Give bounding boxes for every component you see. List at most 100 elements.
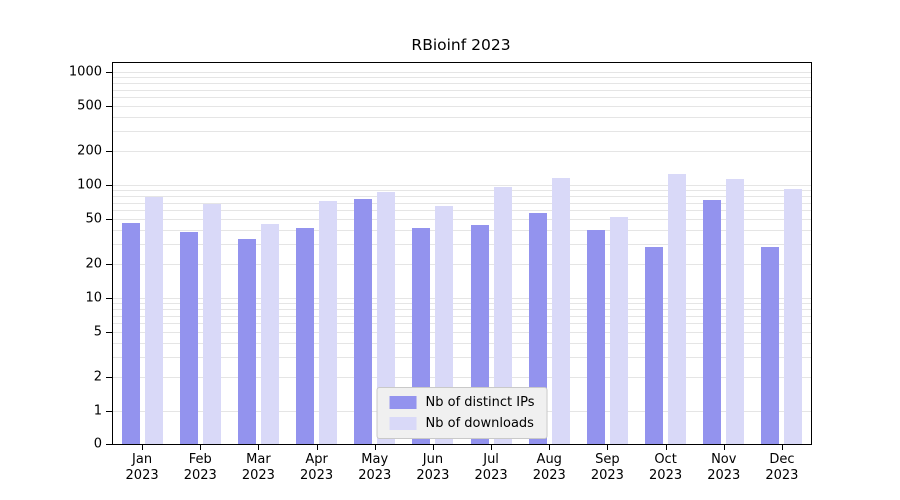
plot-area: Nb of distinct IPs Nb of downloads: [112, 62, 812, 445]
legend-swatch-distinct-ips: [389, 396, 417, 409]
gridline: [113, 323, 811, 325]
gridline: [113, 376, 811, 378]
y-tick-label: 500: [77, 98, 102, 114]
gridline: [113, 195, 811, 197]
x-tick-label: Apr 2023: [300, 452, 334, 483]
bar-downloads: [377, 191, 396, 444]
x-tick-mark: [316, 445, 318, 450]
x-tick-label: Oct 2023: [649, 452, 683, 483]
y-tick-mark: [106, 332, 112, 334]
y-tick-label: 2: [93, 369, 102, 385]
legend-item-distinct-ips: Nb of distinct IPs: [389, 395, 535, 410]
gridline: [113, 116, 811, 118]
x-tick-mark: [549, 445, 551, 450]
y-tick-mark: [106, 376, 112, 378]
gridline: [113, 131, 811, 133]
x-tick-label: Jul 2023: [474, 452, 508, 483]
gridline: [113, 150, 811, 152]
bar-downloads: [202, 203, 221, 444]
bar-distinct-ips: [528, 212, 547, 444]
y-tick-mark: [106, 263, 112, 265]
bar-downloads: [435, 206, 454, 444]
bar-downloads: [260, 224, 279, 444]
x-tick-mark: [781, 445, 783, 450]
gridline: [113, 77, 811, 79]
x-tick-label: Jan 2023: [125, 452, 159, 483]
chart-title: RBioinf 2023: [411, 36, 511, 54]
bar-downloads: [493, 187, 512, 444]
gridline: [113, 332, 811, 334]
x-tick-label: Dec 2023: [765, 452, 799, 483]
x-tick-label: Jun 2023: [416, 452, 450, 483]
gridline: [113, 342, 811, 344]
x-tick-mark: [491, 445, 493, 450]
bar-downloads: [319, 201, 338, 444]
gridline: [113, 190, 811, 192]
bar-downloads: [609, 217, 628, 444]
bar-distinct-ips: [586, 229, 605, 444]
gridline: [113, 298, 811, 299]
x-tick-mark: [258, 445, 260, 450]
x-tick-mark: [723, 445, 725, 450]
x-tick-mark: [665, 445, 667, 450]
x-tick-label: Nov 2023: [707, 452, 741, 483]
bar-layer: [113, 63, 811, 444]
legend-label-downloads: Nb of downloads: [425, 416, 534, 431]
bar-downloads: [144, 197, 163, 444]
gridline: [113, 72, 811, 73]
x-tick-mark: [374, 445, 376, 450]
gridline: [113, 308, 811, 310]
x-tick-label: Feb 2023: [183, 452, 217, 483]
y-tick-label: 50: [85, 211, 102, 227]
gridline: [113, 263, 811, 265]
gridline: [113, 303, 811, 305]
bar-distinct-ips: [354, 199, 373, 444]
y-tick-label: 5: [93, 324, 102, 340]
gridline: [113, 97, 811, 99]
bar-distinct-ips: [703, 199, 722, 444]
y-tick-mark: [106, 106, 112, 108]
y-tick-mark: [106, 72, 112, 73]
y-tick-label: 1000: [68, 64, 102, 80]
legend-item-downloads: Nb of downloads: [389, 416, 535, 431]
gridline: [113, 82, 811, 84]
x-tick-mark: [142, 445, 144, 450]
y-tick-label: 0: [93, 436, 102, 452]
x-tick-mark: [607, 445, 609, 450]
bar-distinct-ips: [761, 247, 780, 444]
x-tick-label: Mar 2023: [241, 452, 275, 483]
bar-distinct-ips: [121, 223, 140, 444]
gridline: [113, 210, 811, 212]
gridline: [113, 219, 811, 221]
gridline: [113, 244, 811, 246]
legend: Nb of distinct IPs Nb of downloads: [376, 387, 548, 439]
bar-distinct-ips: [237, 239, 256, 444]
y-tick-label: 100: [77, 177, 102, 193]
x-tick-mark: [200, 445, 202, 450]
y-tick-mark: [106, 185, 112, 186]
grid-layer: [113, 63, 811, 444]
bar-downloads: [551, 178, 570, 444]
x-tick-mark: [432, 445, 434, 450]
legend-label-distinct-ips: Nb of distinct IPs: [425, 395, 535, 410]
legend-swatch-downloads: [389, 417, 417, 430]
y-tick-label: 10: [85, 290, 102, 306]
bar-distinct-ips: [645, 247, 664, 444]
y-tick-mark: [106, 298, 112, 299]
x-tick-label: May 2023: [358, 452, 392, 483]
y-tick-mark: [106, 219, 112, 221]
x-tick-label: Sep 2023: [590, 452, 624, 483]
y-tick-mark: [106, 444, 112, 445]
y-tick-mark: [106, 411, 112, 412]
bar-downloads: [784, 189, 803, 444]
gridline: [113, 106, 811, 108]
gridline: [113, 185, 811, 186]
x-tick-label: Aug 2023: [532, 452, 566, 483]
y-tick-label: 20: [85, 256, 102, 272]
bar-distinct-ips: [179, 232, 198, 444]
gridline: [113, 89, 811, 91]
bar-downloads: [668, 174, 687, 444]
y-tick-mark: [106, 150, 112, 152]
gridline: [113, 229, 811, 231]
